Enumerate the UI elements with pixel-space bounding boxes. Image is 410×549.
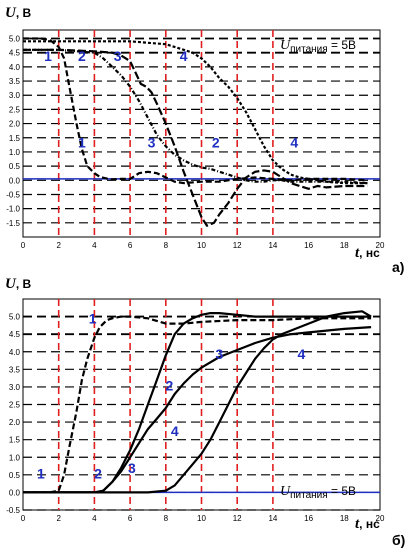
y-tick-label: 2.5: [9, 401, 21, 410]
y-tick-label: 3.0: [9, 91, 21, 100]
panel-a: -1.5 -1.0 -0.5 0.0 0.5 1.0 1.5 2.0 2.5 3.0 3.5 4.0 4…: [5, 5, 404, 275]
y-axis-label: U, В: [5, 276, 32, 292]
x-tick-label: 14: [268, 514, 277, 523]
panel-label: б): [392, 532, 405, 548]
y-tick-label: -1.0: [6, 205, 20, 214]
x-tick-label: 18: [340, 514, 349, 523]
x-tick-label: 12: [233, 514, 242, 523]
supply-voltage-annotation: Uпитания = 5В: [280, 38, 356, 55]
curve-number-label: 3: [215, 346, 223, 362]
y-tick-label: 0.0: [9, 488, 21, 497]
y-axis-label: U, В: [5, 5, 32, 21]
x-tick-label: 12: [233, 241, 242, 250]
curve-number-label: 2: [212, 135, 220, 151]
y-tick-label: 5.0: [9, 35, 21, 44]
x-tick-label: 20: [376, 514, 385, 523]
y-tick-label: 4.5: [9, 330, 21, 339]
curve-number-label: 4: [298, 346, 306, 362]
y-tick-label: 4.0: [9, 63, 21, 72]
curve-number-label: 1: [37, 465, 45, 481]
panel-label: а): [392, 259, 404, 275]
y-tick-label: 4.0: [9, 348, 21, 357]
curve-number-label: 3: [128, 460, 136, 476]
x-tick-label: 0: [21, 241, 26, 250]
panel-b: -0.5 0.0 0.5 1.0 1.5 2.0 2.5 3.0 3.5 4.0 4.5 5.0 0 2 4…: [5, 276, 405, 548]
y-tick-label: 1.5: [9, 134, 21, 143]
y-tick-label: 3.5: [9, 77, 21, 86]
curve-number-label: 1: [78, 135, 86, 151]
x-tick-label: 8: [164, 514, 169, 523]
y-tick-label: 1.0: [9, 453, 21, 462]
y-tick-label: 4.5: [9, 49, 21, 58]
curve-number-label: 4: [171, 423, 179, 439]
curve-number-label: 3: [114, 48, 122, 64]
x-axis-label: t, нс: [355, 245, 380, 261]
x-tick-label: 8: [164, 241, 169, 250]
x-tick-label: 0: [21, 514, 26, 523]
x-tick-label: 16: [304, 241, 313, 250]
y-tick-label: 2.0: [9, 120, 21, 129]
y-tick-label: 3.0: [9, 383, 21, 392]
curve-number-label: 4: [290, 135, 298, 151]
series-line-3: [23, 48, 368, 227]
series-line-2: [23, 312, 372, 494]
curve-number-label: 1: [89, 311, 97, 327]
curve-number-label: 2: [94, 465, 102, 481]
y-tick-label: 0.5: [9, 471, 21, 480]
x-tick-label: 18: [340, 241, 349, 250]
curve-number-label: 2: [78, 48, 86, 64]
y-tick-label: 0.5: [9, 162, 21, 171]
x-tick-label: 4: [92, 514, 97, 523]
x-axis-label: t, нс: [355, 516, 380, 532]
x-tick-label: 10: [197, 514, 206, 523]
x-tick-label: 6: [128, 514, 133, 523]
y-tick-label: 1.0: [9, 148, 21, 157]
x-tick-label: 20: [376, 241, 385, 250]
x-tick-label: 16: [304, 514, 313, 523]
y-tick-label: -0.5: [6, 506, 20, 515]
curve-number-label: 4: [180, 48, 188, 64]
series-line-1: [23, 315, 372, 494]
y-tick-label: 1.5: [9, 436, 21, 445]
x-tick-label: 2: [56, 241, 61, 250]
series-line-4: [23, 310, 372, 494]
curve-number-label: 3: [148, 135, 156, 151]
y-tick-label: 2.5: [9, 105, 21, 114]
y-tick-label: 0.0: [9, 176, 21, 185]
x-tick-label: 2: [56, 514, 61, 523]
y-tick-label: -0.5: [6, 190, 20, 199]
y-tick-label: 3.5: [9, 365, 21, 374]
x-tick-label: 10: [197, 241, 206, 250]
series-line-1: [23, 37, 368, 185]
series-line-3: [23, 326, 372, 494]
x-tick-label: 4: [92, 241, 97, 250]
series-line-4: [23, 40, 368, 185]
x-tick-label: 14: [268, 241, 277, 250]
y-tick-label: -1.5: [6, 219, 20, 228]
y-tick-label: 5.0: [9, 313, 21, 322]
curve-number-label: 1: [44, 48, 52, 64]
series-line-2: [23, 48, 368, 185]
curve-number-label: 2: [165, 377, 173, 393]
supply-voltage-annotation: Uпитания = 5В: [280, 484, 356, 501]
y-tick-label: 2.0: [9, 418, 21, 427]
x-tick-label: 6: [128, 241, 133, 250]
